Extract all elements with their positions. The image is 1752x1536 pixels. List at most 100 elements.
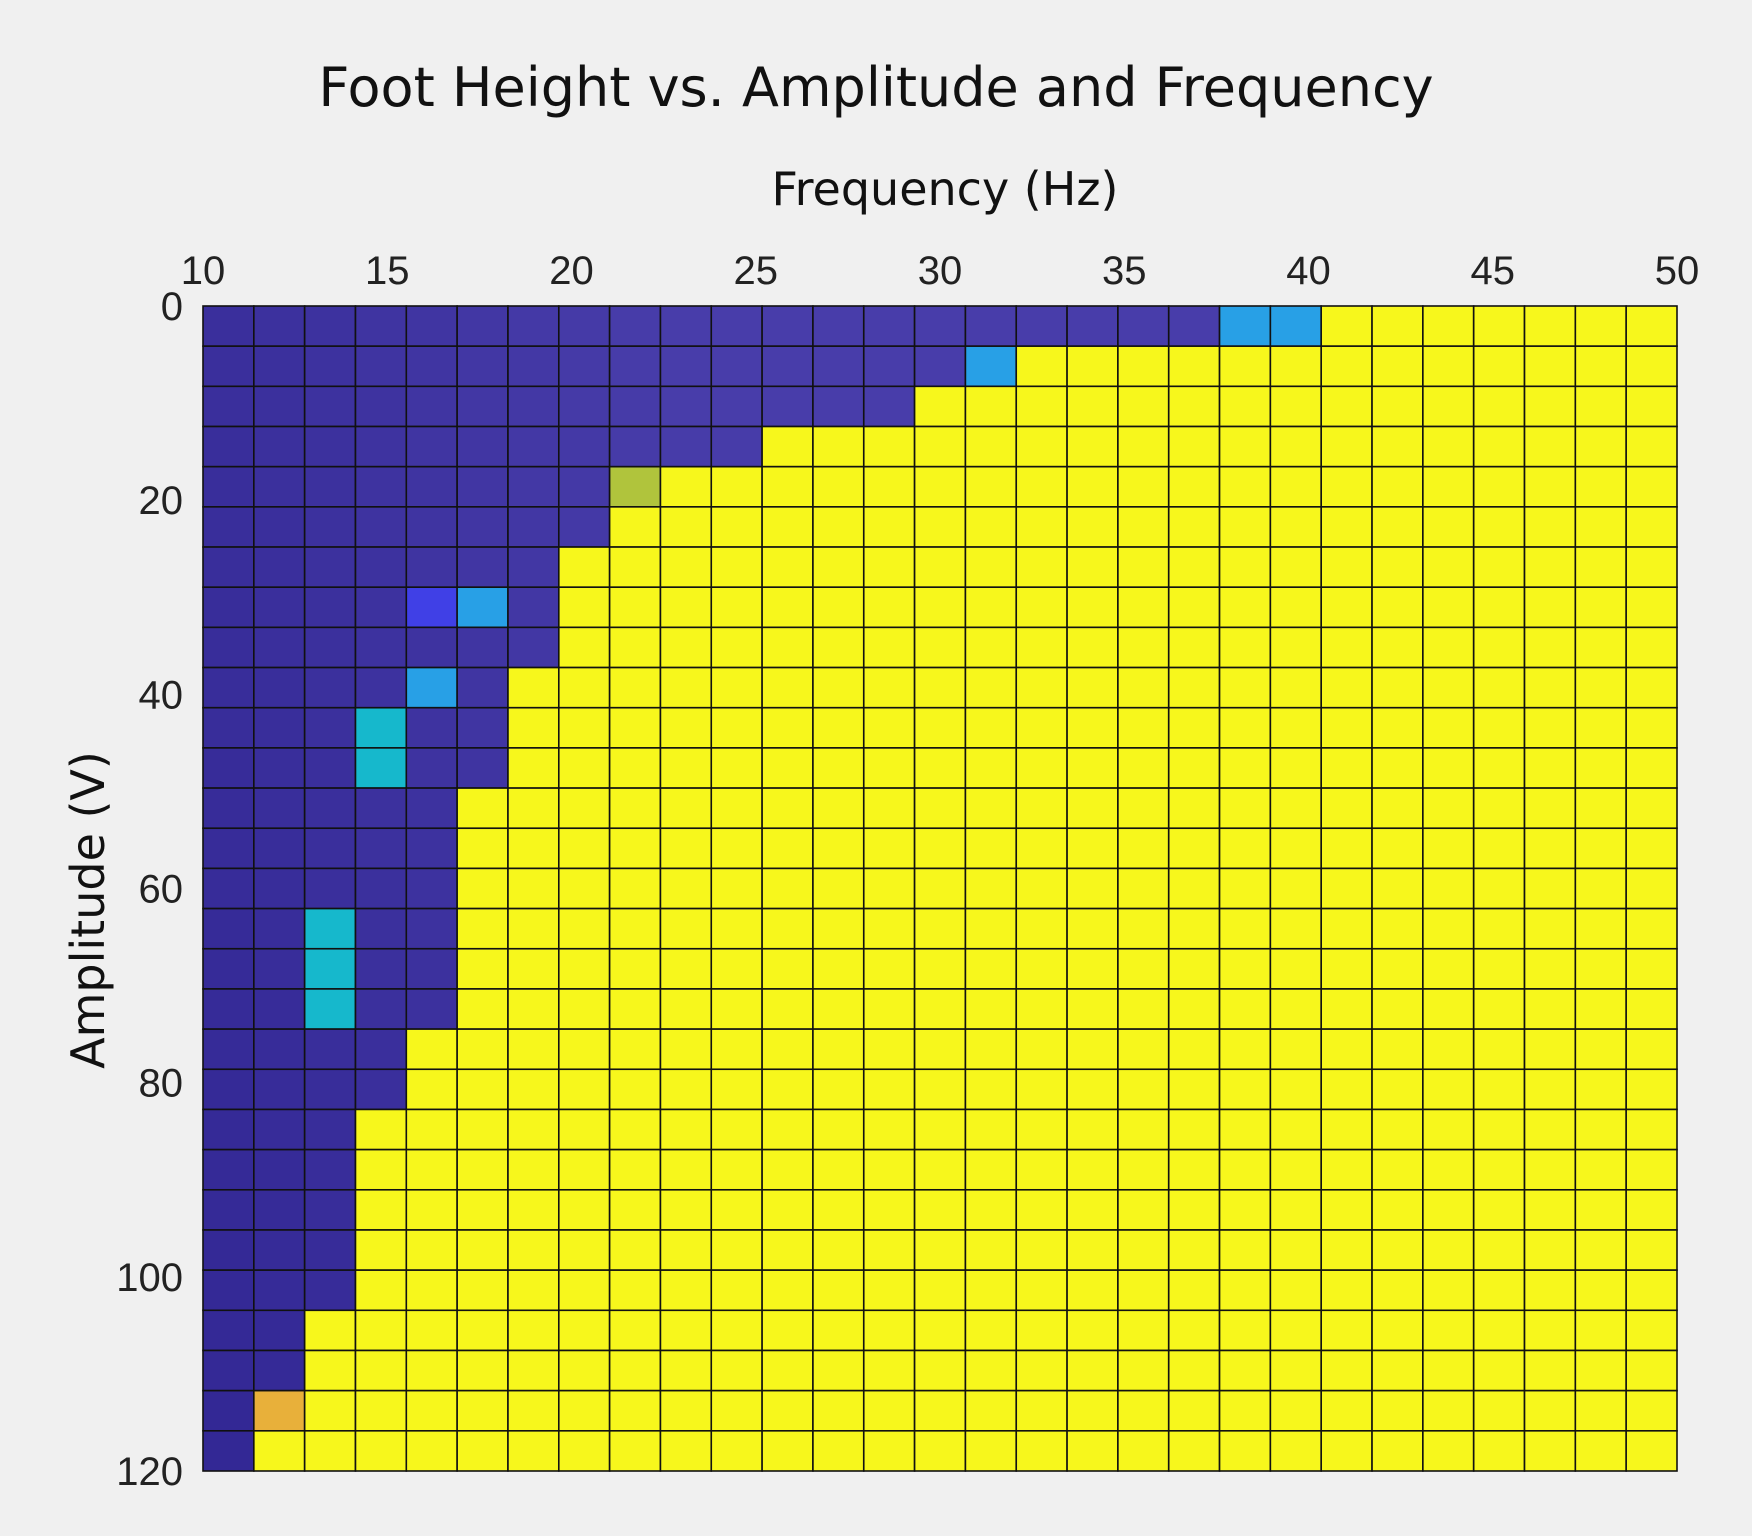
heatmap-cell xyxy=(1167,1148,1221,1191)
heatmap-cell xyxy=(405,827,458,870)
heatmap-cell xyxy=(812,1108,865,1151)
heatmap-cell xyxy=(964,1188,1018,1231)
heatmap-cell xyxy=(608,546,662,589)
heatmap-cell xyxy=(507,1028,560,1071)
x-tick-label: 50 xyxy=(1655,249,1700,293)
heatmap-cell xyxy=(659,1389,713,1432)
heatmap-cell xyxy=(405,1108,458,1151)
heatmap-cell xyxy=(862,1269,916,1312)
heatmap-cell xyxy=(1066,1309,1119,1352)
heatmap-cell xyxy=(1574,465,1627,508)
heatmap-cell xyxy=(1066,1430,1119,1472)
heatmap-cell xyxy=(405,1148,458,1191)
heatmap-cell xyxy=(1117,1430,1170,1472)
heatmap-cell xyxy=(253,1229,306,1271)
heatmap-cell xyxy=(964,385,1018,428)
heatmap-cell xyxy=(1422,1389,1475,1432)
heatmap-cell xyxy=(1167,747,1221,789)
heatmap-cell xyxy=(1066,1068,1119,1111)
heatmap-cell xyxy=(1167,1349,1221,1392)
heatmap-cell xyxy=(1015,1148,1068,1191)
heatmap-cell xyxy=(710,385,763,428)
heatmap-cell xyxy=(913,747,967,789)
heatmap-cell xyxy=(1523,1148,1577,1191)
heatmap-cell xyxy=(1422,626,1475,669)
heatmap-cell xyxy=(1523,827,1577,870)
heatmap-cell xyxy=(354,747,408,789)
heatmap-cell xyxy=(964,706,1018,749)
heatmap-cell xyxy=(1015,747,1068,789)
heatmap-cell xyxy=(507,1269,560,1312)
heatmap-cell xyxy=(964,345,1018,388)
heatmap-cell xyxy=(1523,465,1577,508)
heatmap-cell xyxy=(1574,1148,1627,1191)
heatmap-cell xyxy=(1371,425,1424,468)
heatmap-cell xyxy=(202,706,255,749)
heatmap-cell xyxy=(812,626,865,669)
heatmap-cell xyxy=(405,747,458,789)
heatmap-cell xyxy=(1523,867,1577,910)
heatmap-cell xyxy=(862,1430,916,1472)
heatmap-cell xyxy=(354,1309,408,1352)
heatmap-cell xyxy=(202,465,255,508)
heatmap-cell xyxy=(608,1028,662,1071)
heatmap-cell xyxy=(1269,626,1323,669)
heatmap-cell xyxy=(862,907,916,950)
heatmap-cell xyxy=(1167,546,1221,589)
heatmap-cell xyxy=(1320,787,1373,830)
heatmap-cell xyxy=(1472,1229,1526,1271)
heatmap-cell xyxy=(1117,586,1170,629)
heatmap-cell xyxy=(303,907,357,950)
heatmap-cell xyxy=(1320,1389,1373,1432)
heatmap-cell xyxy=(1218,787,1272,830)
heatmap-cell xyxy=(1167,706,1221,749)
heatmap-cell xyxy=(1117,1188,1170,1231)
heatmap-cell xyxy=(761,706,814,749)
heatmap-cell xyxy=(1320,385,1373,428)
heatmap-cell xyxy=(1574,385,1627,428)
heatmap-cell xyxy=(1574,827,1627,870)
heatmap-cell xyxy=(1269,787,1323,830)
heatmap-cell xyxy=(659,1349,713,1392)
heatmap-cell xyxy=(1117,907,1170,950)
heatmap-cell xyxy=(964,666,1018,709)
heatmap-cell xyxy=(608,1389,662,1432)
heatmap-cell xyxy=(1422,1148,1475,1191)
heatmap-cell xyxy=(659,1229,713,1271)
heatmap-cell xyxy=(761,1430,814,1472)
heatmap-cell xyxy=(557,465,611,508)
heatmap-cell xyxy=(303,1349,357,1392)
heatmap-cell xyxy=(1422,666,1475,709)
heatmap-cell xyxy=(710,706,763,749)
heatmap-cell xyxy=(659,1269,713,1312)
heatmap-cell xyxy=(1015,988,1068,1030)
heatmap-cell xyxy=(964,1068,1018,1111)
heatmap-cell xyxy=(659,425,713,468)
heatmap-cell xyxy=(507,666,560,709)
heatmap-cell xyxy=(1167,907,1221,950)
x-tick-label: 25 xyxy=(734,249,779,293)
heatmap-cell xyxy=(1320,947,1373,990)
heatmap-cell xyxy=(1015,425,1068,468)
heatmap-cell xyxy=(1269,747,1323,789)
heatmap-cell xyxy=(608,1068,662,1111)
heatmap-cell xyxy=(557,988,611,1030)
heatmap-cell xyxy=(456,666,509,709)
heatmap-cell xyxy=(862,827,916,870)
heatmap-cell xyxy=(761,546,814,589)
heatmap-cell xyxy=(862,988,916,1030)
heatmap-cell xyxy=(1218,1229,1272,1271)
heatmap-cell xyxy=(1269,465,1323,508)
heatmap-cell xyxy=(1625,706,1678,749)
heatmap-cell xyxy=(862,1068,916,1111)
heatmap-cell xyxy=(812,747,865,789)
heatmap-cell xyxy=(812,425,865,468)
heatmap-cell xyxy=(862,1229,916,1271)
heatmap-cell xyxy=(354,1028,408,1071)
heatmap-cell xyxy=(1574,1068,1627,1111)
heatmap-cell xyxy=(964,465,1018,508)
heatmap-cell xyxy=(862,425,916,468)
heatmap-cell xyxy=(405,1188,458,1231)
heatmap-cell xyxy=(1167,1108,1221,1151)
heatmap-cell xyxy=(1422,465,1475,508)
